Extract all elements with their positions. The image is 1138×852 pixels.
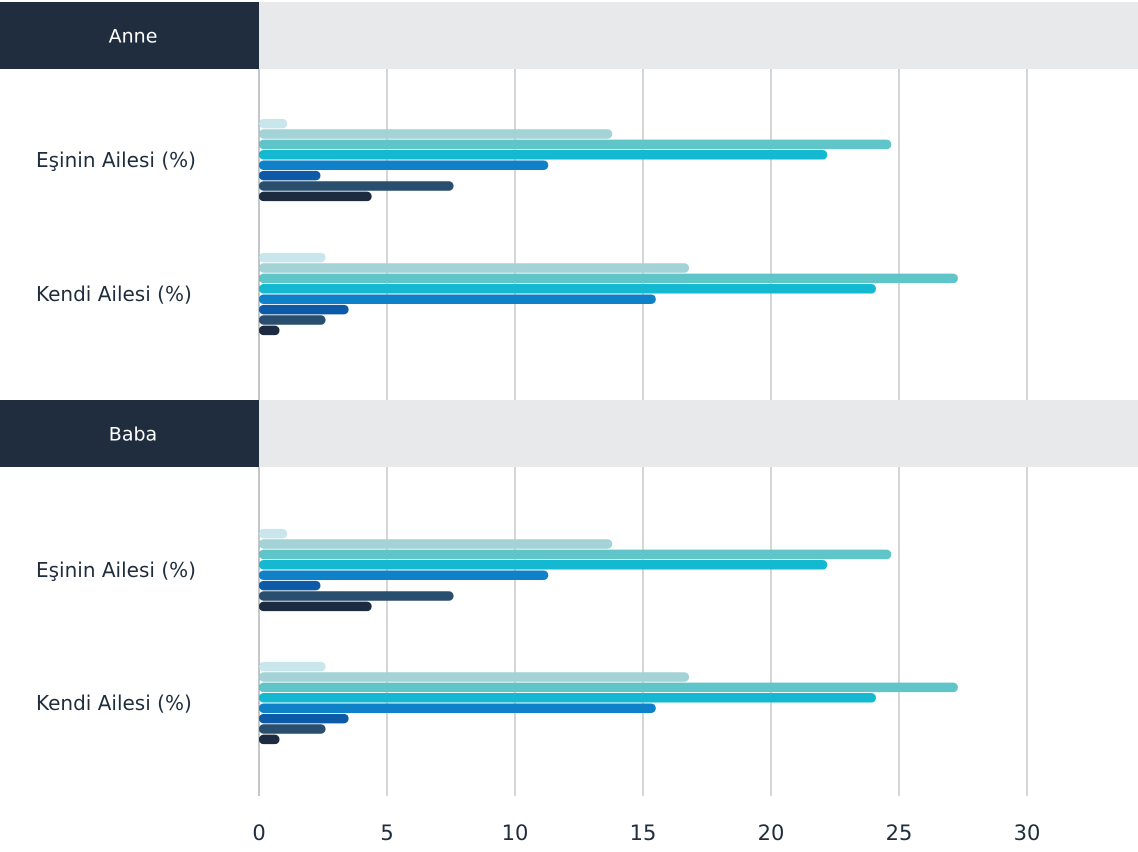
bar-0-1-5 xyxy=(259,304,349,315)
bar-0-0-0 xyxy=(259,118,288,129)
panel-header-label-bg xyxy=(0,400,259,467)
category-label: Kendi Ailesi (%) xyxy=(36,282,192,306)
bar-0-1-4 xyxy=(259,294,656,304)
x-tick-label: 25 xyxy=(886,821,913,845)
bar-0-1-7 xyxy=(259,325,280,336)
x-tick-label: 20 xyxy=(758,821,785,845)
panel-title: Anne xyxy=(109,26,158,48)
bar-0-0-6 xyxy=(259,181,454,191)
bar-0-1-0 xyxy=(259,252,326,263)
bar-0-0-2 xyxy=(259,139,892,150)
bar-0-1-3 xyxy=(259,284,876,294)
bar-1-1-0 xyxy=(259,661,326,672)
panel-title: Baba xyxy=(109,424,157,446)
x-axis-ticks: 0 5 10 15 20 25 30 xyxy=(252,821,1040,845)
x-tick-label: 10 xyxy=(502,821,529,845)
bar-1-0-1 xyxy=(259,539,613,549)
x-tick-label: 15 xyxy=(630,821,657,845)
panel-header-band xyxy=(259,400,1138,467)
bar-0-0-4 xyxy=(259,160,549,170)
bar-1-1-4 xyxy=(259,703,656,713)
x-tick-label: 5 xyxy=(380,821,393,845)
bars xyxy=(259,118,958,745)
bar-0-0-3 xyxy=(259,150,828,160)
bar-0-0-5 xyxy=(259,170,321,181)
bar-1-0-7 xyxy=(259,601,372,612)
bar-1-1-1 xyxy=(259,672,690,682)
bar-1-1-5 xyxy=(259,713,349,724)
bar-1-1-6 xyxy=(259,724,326,734)
bar-0-0-7 xyxy=(259,191,372,202)
bar-0-0-1 xyxy=(259,129,613,139)
bar-1-0-2 xyxy=(259,549,892,560)
bar-1-1-2 xyxy=(259,682,958,693)
bar-0-1-6 xyxy=(259,315,326,325)
category-label: Eşinin Ailesi (%) xyxy=(36,558,196,582)
bar-0-1-1 xyxy=(259,263,690,273)
category-label: Kendi Ailesi (%) xyxy=(36,691,192,715)
bar-1-1-3 xyxy=(259,693,876,703)
panel-header-band xyxy=(259,2,1138,69)
bar-0-1-2 xyxy=(259,273,958,284)
bar-1-0-6 xyxy=(259,591,454,601)
bar-1-1-7 xyxy=(259,734,280,745)
bar-1-0-5 xyxy=(259,580,321,591)
panel-header-label-bg xyxy=(0,2,259,69)
bar-1-0-3 xyxy=(259,560,828,570)
bar-1-0-0 xyxy=(259,528,288,539)
x-tick-label: 0 xyxy=(252,821,265,845)
x-tick-label: 30 xyxy=(1014,821,1041,845)
bar-1-0-4 xyxy=(259,570,549,580)
category-label: Eşinin Ailesi (%) xyxy=(36,148,196,172)
category-labels: Eşinin Ailesi (%) Kendi Ailesi (%) Eşinin … xyxy=(36,148,196,715)
panel-headers: Anne Baba xyxy=(0,2,1138,467)
